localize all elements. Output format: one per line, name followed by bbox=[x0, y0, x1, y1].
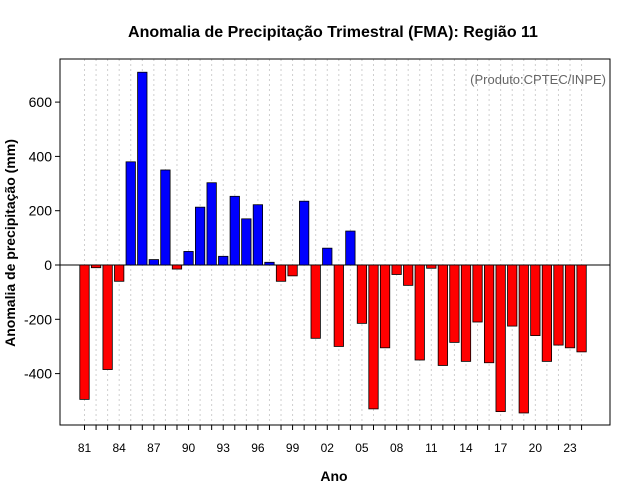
bar-82 bbox=[90, 264, 102, 269]
bar-84 bbox=[114, 264, 125, 282]
bar-11 bbox=[426, 264, 437, 269]
bar-96 bbox=[252, 204, 263, 266]
y-axis-label: Anomalia de precipitação (mm) bbox=[2, 139, 18, 347]
x-axis: 81 84 87 90 93 96 99 02 05 08 11 14 17 20 23 bbox=[78, 425, 583, 455]
bar-81 bbox=[79, 264, 90, 400]
bar-19 bbox=[518, 264, 529, 414]
bar-14 bbox=[460, 264, 472, 362]
bar-00 bbox=[299, 200, 310, 266]
chart-title: Anomalia de Precipitação Trimestral (FMA… bbox=[128, 24, 538, 41]
x-tick-label: 08 bbox=[390, 441, 404, 455]
bar-92 bbox=[206, 182, 217, 266]
bar-08 bbox=[391, 264, 402, 275]
bar-20 bbox=[530, 264, 541, 336]
bar-13 bbox=[449, 264, 460, 343]
x-tick-label: 90 bbox=[182, 441, 196, 455]
x-tick-label: 11 bbox=[425, 441, 438, 455]
y-tick-label: 400 bbox=[29, 148, 53, 164]
x-tick-label: 87 bbox=[147, 441, 161, 455]
x-tick-label: 14 bbox=[459, 441, 473, 455]
x-tick-label: 23 bbox=[563, 441, 577, 455]
bar-16 bbox=[483, 264, 495, 364]
bar-09 bbox=[403, 264, 414, 286]
x-tick-label: 93 bbox=[217, 441, 231, 455]
y-tick-label: -400 bbox=[24, 366, 52, 382]
bar-88 bbox=[160, 169, 171, 266]
x-tick-label: 81 bbox=[78, 441, 92, 455]
bar-03 bbox=[333, 264, 344, 347]
source-annotation: (Produto:CPTEC/INPE) bbox=[470, 72, 606, 87]
x-tick-label: 05 bbox=[355, 441, 369, 455]
x-tick-label: 84 bbox=[113, 441, 127, 455]
bar-07 bbox=[379, 264, 391, 349]
x-tick-label: 20 bbox=[529, 441, 543, 455]
bar-90 bbox=[183, 251, 194, 266]
bar-95 bbox=[241, 218, 252, 266]
bar-99 bbox=[287, 264, 298, 277]
bar-15 bbox=[472, 264, 483, 323]
x-tick-label: 02 bbox=[321, 441, 335, 455]
bar-17 bbox=[495, 264, 506, 413]
bar-98 bbox=[275, 264, 287, 282]
y-tick-label: 0 bbox=[44, 257, 52, 273]
bar-10 bbox=[414, 264, 425, 361]
bar-94 bbox=[229, 195, 240, 266]
bar-18 bbox=[507, 264, 518, 327]
y-tick-label: 200 bbox=[29, 203, 53, 219]
bar-04 bbox=[345, 230, 356, 266]
bar-86 bbox=[137, 71, 148, 266]
bar-21 bbox=[541, 264, 553, 362]
plot-frame bbox=[59, 58, 611, 426]
x-tick-label: 96 bbox=[251, 441, 265, 455]
y-tick-label: -200 bbox=[24, 311, 52, 327]
bar-12 bbox=[437, 264, 448, 366]
bar-02 bbox=[322, 247, 333, 266]
bar-24 bbox=[576, 264, 587, 353]
y-tick-label: 600 bbox=[29, 94, 53, 110]
bar-01 bbox=[310, 264, 321, 339]
bar-93 bbox=[218, 255, 229, 266]
grid bbox=[84, 59, 583, 425]
x-tick-label: 99 bbox=[286, 441, 300, 455]
bars bbox=[79, 71, 587, 414]
bar-22 bbox=[553, 264, 564, 346]
bar-97 bbox=[264, 261, 275, 266]
x-tick-label: 17 bbox=[494, 441, 508, 455]
bar-83 bbox=[102, 264, 113, 370]
bar-05 bbox=[356, 264, 368, 324]
y-axis: -400 -200 0 200 400 600 bbox=[24, 94, 60, 382]
bar-87 bbox=[148, 259, 159, 266]
bar-85 bbox=[125, 161, 136, 266]
x-axis-label: Ano bbox=[320, 468, 347, 484]
bar-91 bbox=[194, 206, 206, 266]
bar-89 bbox=[171, 264, 183, 270]
bar-06 bbox=[368, 264, 379, 410]
bar-23 bbox=[564, 264, 576, 349]
